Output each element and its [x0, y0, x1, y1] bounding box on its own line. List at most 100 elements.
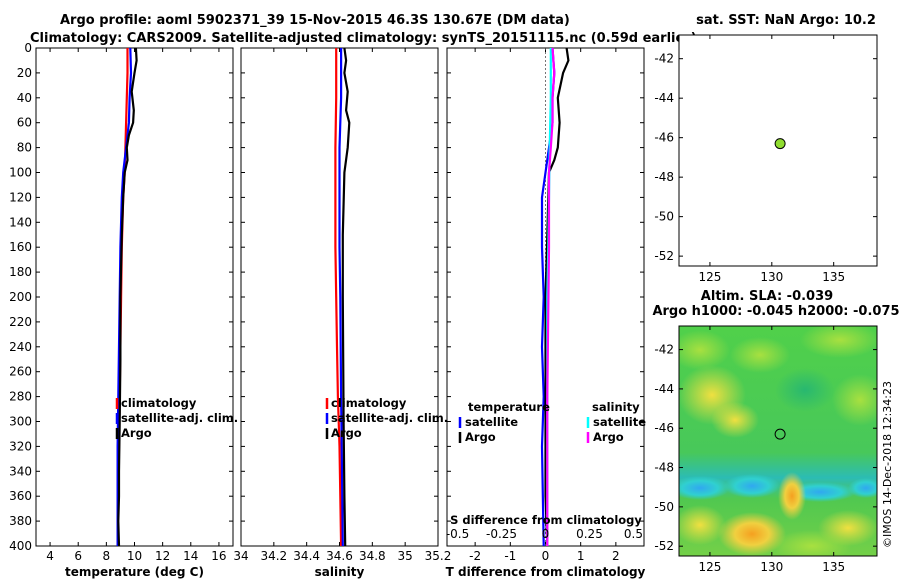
sst_map-lat-label: -46 [654, 131, 674, 145]
depth-tick-label: 0 [24, 41, 32, 55]
diff-legend-salinity-heading: salinity [592, 400, 640, 414]
salinity-xtick-label: 34.8 [359, 549, 386, 563]
salinity-difference-axis-label: S difference from climatology [450, 513, 642, 527]
sla-anomaly-blob [711, 402, 759, 438]
sla_map-frame [678, 325, 878, 557]
sst_map-lon-label: 130 [760, 270, 783, 284]
temperature-xtick-label: 10 [127, 549, 142, 563]
sla-heatmap-field [679, 326, 877, 556]
salinity-legend-Argo: Argo [331, 426, 362, 440]
difference-xtick-label: -2 [469, 549, 481, 563]
sla-anomaly-blob [848, 478, 877, 498]
salinity-series-climatology [334, 48, 343, 547]
diff-legend-temp-item: Argo [465, 430, 496, 444]
salinity-series-satellite-adj-clim- [338, 48, 344, 547]
figure-title-line1: Argo profile: aoml 5902371_39 15-Nov-201… [60, 13, 570, 28]
sla_map-lat-label: -52 [654, 539, 674, 553]
argo-position-marker [774, 428, 786, 440]
sst-map-title: sat. SST: NaN Argo: 10.2 [696, 13, 876, 28]
temperature-series-satellite-adj-clim- [116, 47, 133, 546]
temperature-xtick-label: 6 [74, 549, 82, 563]
temperature-axis-label: temperature (deg C) [65, 565, 204, 579]
temperature-xtick-label: 12 [155, 549, 170, 563]
diff-legend-temperature-heading: temperature [468, 400, 550, 414]
difference-panel: -2 -1 0 1 2 T difference from climatology temp… [446, 47, 646, 579]
sla-anomaly-blob [775, 368, 835, 412]
sst-map-background [679, 35, 877, 266]
sla_map-lat-label: -48 [654, 461, 674, 475]
sla-anomaly-blob [679, 505, 726, 545]
salinity-xtick-label: 34 [233, 549, 248, 563]
sst_map-lon-label: 135 [822, 270, 845, 284]
sla_map-lon-label: 125 [698, 560, 721, 574]
difference-series-salinity-argo [546, 47, 556, 546]
argo-position-marker [774, 138, 786, 150]
depth-tick-label: 280 [9, 390, 32, 404]
temperature-xtick-label: 8 [103, 549, 111, 563]
difference-xtick-label: 2 [612, 549, 620, 563]
sst_map-frame [678, 34, 878, 267]
depth-tick-label: 80 [17, 141, 32, 155]
depth-tick-label: 60 [17, 116, 32, 130]
salinity-xtick-label: 34.2 [260, 549, 287, 563]
depth-tick-label: 120 [9, 190, 32, 204]
diff-legend-sal-item: satellite [593, 415, 646, 429]
salinity-difference-tick-label: 0.5 [624, 527, 643, 541]
depth-tick-label: 40 [17, 91, 32, 105]
sla-anomaly-blob [730, 337, 790, 373]
figure-title-line2: Climatology: CARS2009. Satellite-adjuste… [30, 31, 697, 46]
salinity-legend-satellite-adj: satellite-adj. clim. [331, 411, 448, 425]
depth-tick-label: 180 [9, 265, 32, 279]
sst_map-lon-label: 125 [698, 270, 721, 284]
sla-anomaly-blob [832, 374, 877, 426]
sst_map-lat-label: -52 [654, 249, 674, 263]
sla_map-panel: -42 -44 -46 -48 -50 -52 125 130 135 Altim. SLA: -… [652, 289, 899, 574]
salinity-difference-tick-label: 0.25 [576, 527, 603, 541]
temperature-xtick-label: 4 [46, 549, 54, 563]
difference-xtick-label: -1 [504, 549, 516, 563]
temperature-series-argo [117, 47, 138, 547]
sla-anomaly-blob [679, 476, 730, 500]
sla-map-title-line2: Argo h1000: -0.045 h2000: -0.075 [652, 304, 899, 319]
sst_map-lat-label: -42 [654, 52, 674, 66]
depth-tick-label: 360 [9, 489, 32, 503]
depth-tick-label: 340 [9, 464, 32, 478]
sla-anomaly-blob [800, 326, 877, 358]
salinity-axis-label: salinity [315, 565, 365, 579]
sla-anomaly-blob [778, 472, 806, 520]
diff-legend-temp-item: satellite [465, 415, 518, 429]
sst_map-lat-label: -48 [654, 170, 674, 184]
sla-anomaly-blob [718, 512, 786, 556]
depth-tick-label: 300 [9, 415, 32, 429]
temperature-legend-satellite-adj: satellite-adj. clim. [121, 411, 238, 425]
salinity-difference-tick-label: -0.25 [486, 527, 517, 541]
depth-tick-label: 380 [9, 514, 32, 528]
sla_map-lat-label: -44 [654, 382, 674, 396]
salinity-panel: 34 34.2 34.4 34.6 34.8 35 35.2 salinity climatol… [233, 47, 452, 579]
salinity-xtick-label: 34.4 [293, 549, 320, 563]
depth-tick-label: 160 [9, 240, 32, 254]
salinity-series-argo [341, 47, 351, 547]
salinity-xtick-label: 35.2 [425, 549, 452, 563]
salinity-legend-climatology: climatology [331, 396, 407, 410]
sst_map-lat-label: -50 [654, 210, 674, 224]
sla_map-lat-label: -42 [654, 343, 674, 357]
temperature-xtick-label: 14 [183, 549, 198, 563]
difference-xtick-label: 0 [542, 549, 550, 563]
sla-anomaly-blob [724, 474, 780, 498]
depth-tick-label: 140 [9, 215, 32, 229]
salinity-difference-tick-label: 0 [542, 527, 550, 541]
sla-map-title-line1: Altim. SLA: -0.039 [701, 289, 833, 304]
difference-series-temperature-argo [544, 47, 570, 547]
imos-timestamp-watermark: ©IMOS 14-Dec-2018 12:34:23 [881, 381, 894, 548]
sst_map-lat-label: -44 [654, 91, 674, 105]
depth-tick-label: 220 [9, 315, 32, 329]
sla_map-lon-label: 130 [760, 560, 783, 574]
difference-xtick-label: 1 [577, 549, 585, 563]
diff-legend-sal-item: Argo [593, 430, 624, 444]
temperature-xtick-label: 16 [211, 549, 226, 563]
difference-axis-label: T difference from climatology [446, 565, 646, 579]
temperature-panel: 0 20 40 60 80 100 120 140 160 180 200 220 240 260 280 3… [9, 41, 238, 579]
sla_map-lat-label: -46 [654, 421, 674, 435]
